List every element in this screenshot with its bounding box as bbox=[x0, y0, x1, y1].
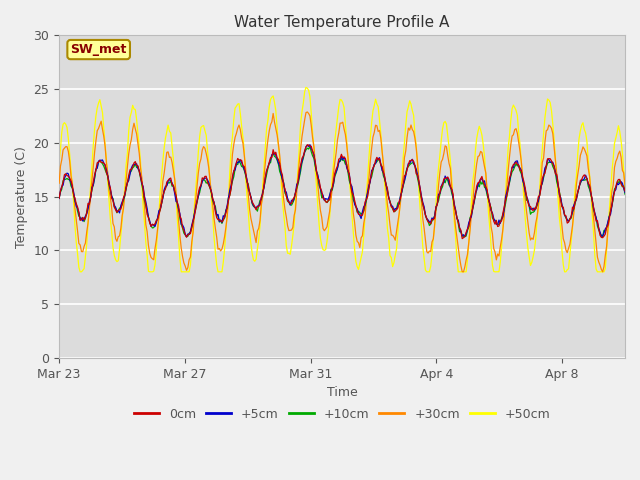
0cm bbox=[303, 142, 311, 148]
0cm bbox=[494, 224, 502, 229]
Line: +30cm: +30cm bbox=[59, 112, 625, 272]
+30cm bbox=[55, 180, 63, 186]
+5cm bbox=[306, 142, 314, 147]
X-axis label: Time: Time bbox=[326, 386, 358, 399]
0cm bbox=[577, 178, 584, 183]
Text: SW_met: SW_met bbox=[70, 43, 127, 56]
Legend: 0cm, +5cm, +10cm, +30cm, +50cm: 0cm, +5cm, +10cm, +30cm, +50cm bbox=[129, 403, 556, 426]
+50cm bbox=[506, 133, 513, 139]
+50cm bbox=[577, 128, 584, 134]
0cm bbox=[458, 236, 466, 241]
+30cm bbox=[494, 251, 502, 257]
+10cm bbox=[451, 203, 458, 209]
Line: +50cm: +50cm bbox=[59, 87, 625, 272]
+10cm bbox=[506, 180, 513, 186]
0cm bbox=[55, 195, 63, 201]
0cm bbox=[621, 188, 629, 194]
+5cm bbox=[494, 222, 502, 228]
+30cm bbox=[385, 210, 392, 216]
+30cm bbox=[99, 127, 106, 132]
Line: 0cm: 0cm bbox=[59, 145, 625, 239]
+50cm bbox=[100, 126, 108, 132]
+50cm bbox=[494, 269, 502, 275]
Title: Water Temperature Profile A: Water Temperature Profile A bbox=[234, 15, 450, 30]
0cm bbox=[385, 195, 392, 201]
+5cm bbox=[577, 180, 584, 185]
+10cm bbox=[55, 195, 63, 201]
+30cm bbox=[506, 154, 513, 160]
+50cm bbox=[76, 269, 84, 275]
+50cm bbox=[55, 158, 63, 164]
+10cm bbox=[306, 144, 314, 149]
+30cm bbox=[460, 269, 467, 275]
+5cm bbox=[451, 201, 458, 207]
+10cm bbox=[182, 234, 190, 240]
+5cm bbox=[621, 190, 629, 195]
+50cm bbox=[451, 219, 458, 225]
+10cm bbox=[99, 161, 106, 167]
+10cm bbox=[577, 180, 584, 186]
+50cm bbox=[386, 253, 394, 259]
+5cm bbox=[506, 179, 513, 185]
+30cm bbox=[577, 153, 584, 158]
Line: +10cm: +10cm bbox=[59, 146, 625, 237]
Line: +5cm: +5cm bbox=[59, 144, 625, 237]
+5cm bbox=[386, 200, 394, 205]
0cm bbox=[99, 159, 106, 165]
+10cm bbox=[621, 191, 629, 197]
+30cm bbox=[621, 183, 629, 189]
+5cm bbox=[99, 157, 106, 163]
+30cm bbox=[303, 109, 311, 115]
+30cm bbox=[449, 192, 457, 197]
0cm bbox=[449, 192, 457, 197]
+10cm bbox=[386, 198, 394, 204]
+50cm bbox=[621, 182, 629, 188]
+50cm bbox=[302, 84, 310, 90]
+5cm bbox=[55, 196, 63, 202]
Y-axis label: Temperature (C): Temperature (C) bbox=[15, 145, 28, 248]
+5cm bbox=[182, 234, 190, 240]
0cm bbox=[506, 175, 513, 181]
+10cm bbox=[494, 221, 502, 227]
